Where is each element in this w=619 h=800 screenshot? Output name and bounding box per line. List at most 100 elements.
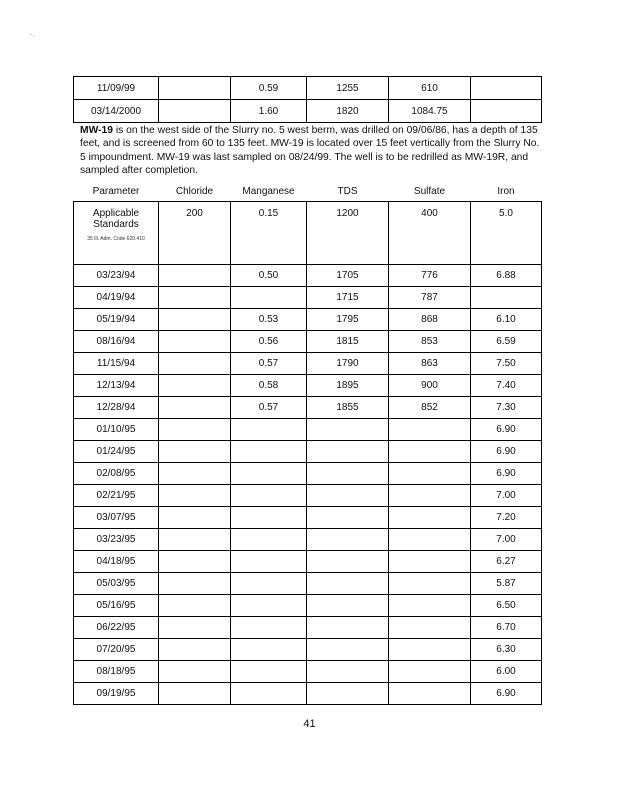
cell-tds: 1855 [306,396,389,419]
table-row: 03/23/94 0.50 1705 776 6.88 [73,264,542,287]
cell-date: 02/21/95 [73,484,159,507]
cell-date: 08/16/94 [73,330,159,353]
cell-sulfate [388,616,471,639]
cell-iron [470,76,542,100]
cell-date: 04/18/95 [73,550,159,573]
cell-date: 11/09/99 [73,76,159,100]
table-row: 02/21/95 7.00 [73,484,542,507]
cell-chloride [158,682,231,705]
cell-sulfate: 776 [388,264,471,287]
cell-iron: 6.70 [470,616,542,639]
cell-iron: 7.00 [470,484,542,507]
cell-chloride [158,374,231,397]
table-row: 08/18/95 6.00 [73,660,542,683]
cell-iron: 6.10 [470,308,542,331]
standard-manganese: 0.15 [230,201,307,265]
cell-date: 12/28/94 [73,396,159,419]
table-row: 11/09/99 0.59 1255 610 [73,76,542,100]
cell-sulfate: 868 [388,308,471,331]
cell-iron: 6.90 [470,682,542,705]
cell-date: 12/13/94 [73,374,159,397]
cell-tds: 1790 [306,352,389,375]
cell-manganese [230,638,307,661]
cell-manganese [230,550,307,573]
cell-sulfate [388,660,471,683]
cell-tds: 1795 [306,308,389,331]
cell-iron: 6.90 [470,462,542,485]
table-row: 01/10/95 6.90 [73,418,542,441]
cell-sulfate [388,418,471,441]
cell-date: 05/03/95 [73,572,159,595]
table-row: 01/24/95 6.90 [73,440,542,463]
cell-tds [306,528,389,551]
cell-sulfate: 610 [388,76,471,100]
standards-row: Applicable Standards 35 Ill. Adm. Code 62… [73,201,542,265]
cell-tds: 1255 [306,76,389,100]
cell-tds [306,682,389,705]
cell-iron: 5.87 [470,572,542,595]
cell-manganese [230,506,307,529]
cell-tds [306,550,389,573]
cell-sulfate: 852 [388,396,471,419]
cell-iron: 6.88 [470,264,542,287]
table-row: 03/14/2000 1.60 1820 1084.75 [73,99,542,123]
cell-sulfate [388,550,471,573]
standard-chloride: 200 [158,201,231,265]
cell-manganese: 1.60 [230,99,307,123]
cell-date: 03/14/2000 [73,99,159,123]
cell-chloride [158,286,231,309]
cell-sulfate: 787 [388,286,471,309]
well-id: MW-19 [80,125,113,136]
header-row: Parameter Chloride Manganese TDS Sulfate… [73,181,542,202]
standard-sulfate: 400 [388,201,471,265]
cell-sulfate [388,528,471,551]
cell-tds [306,616,389,639]
cell-date: 07/20/95 [73,638,159,661]
cell-manganese [230,572,307,595]
table-row: 09/19/95 6.90 [73,682,542,705]
cell-tds [306,638,389,661]
header-manganese: Manganese [230,181,307,202]
table-row: 12/28/94 0.57 1855 852 7.30 [73,396,542,419]
cell-manganese: 0.59 [230,76,307,100]
cell-manganese [230,440,307,463]
cell-manganese [230,462,307,485]
cell-manganese: 0.57 [230,396,307,419]
cell-date: 01/10/95 [73,418,159,441]
page-number: 41 [303,718,316,730]
cell-chloride [158,462,231,485]
standards-note: 35 Ill. Adm. Code 620.410 [87,236,145,242]
cell-manganese: 0.56 [230,330,307,353]
table-row: 05/03/95 5.87 [73,572,542,595]
cell-tds: 1815 [306,330,389,353]
cell-manganese [230,682,307,705]
cell-iron [470,99,542,123]
cell-tds: 1820 [306,99,389,123]
table-row: 03/07/95 7.20 [73,506,542,529]
cell-chloride [158,330,231,353]
cell-iron: 6.90 [470,418,542,441]
cell-date: 03/07/95 [73,506,159,529]
cell-chloride [158,572,231,595]
cell-chloride [158,264,231,287]
cell-date: 09/19/95 [73,682,159,705]
cell-manganese [230,418,307,441]
cell-manganese: 0.53 [230,308,307,331]
well-description: MW-19 is on the west side of the Slurry … [80,124,545,178]
well-description-text: is on the west side of the Slurry no. 5 … [80,125,540,177]
cell-date: 05/16/95 [73,594,159,617]
table-row: 05/19/94 0.53 1795 868 6.10 [73,308,542,331]
cell-date: 05/19/94 [73,308,159,331]
table-row: 03/23/95 7.00 [73,528,542,551]
cell-chloride [158,550,231,573]
cell-iron: 6.30 [470,638,542,661]
cell-iron: 7.40 [470,374,542,397]
cell-chloride [158,418,231,441]
cell-manganese [230,616,307,639]
cell-iron: 6.59 [470,330,542,353]
standards-label-cell: Applicable Standards 35 Ill. Adm. Code 62… [73,201,159,265]
table-row: 04/19/94 1715 787 [73,286,542,309]
table-row: 06/22/95 6.70 [73,616,542,639]
cell-iron [470,286,542,309]
cell-iron: 6.00 [470,660,542,683]
